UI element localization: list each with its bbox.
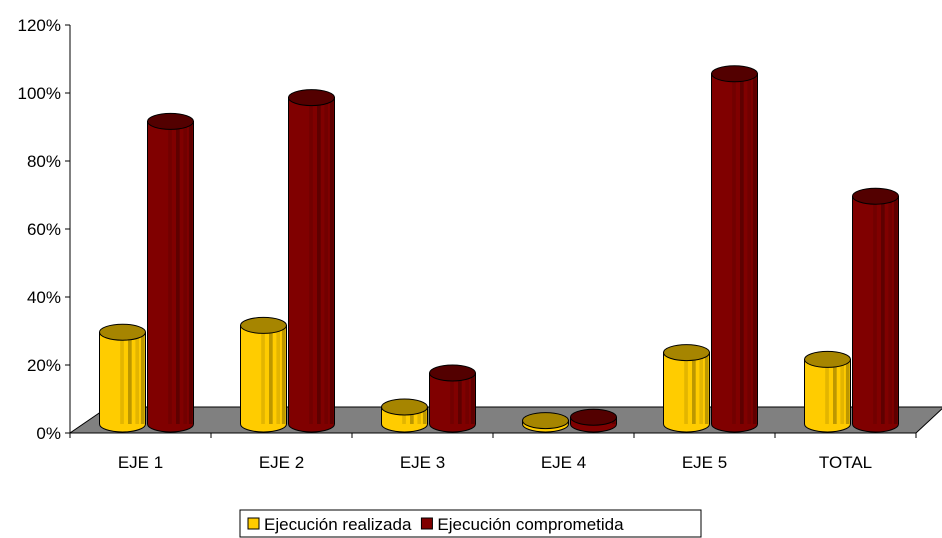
y-tick-label: 80% xyxy=(27,152,61,171)
bar-0-3-top xyxy=(522,412,569,430)
x-tick-label: EJE 4 xyxy=(541,453,586,472)
y-tick-label: 0% xyxy=(36,424,61,443)
bar-0-5-shade xyxy=(845,359,850,424)
bar-0-4-shade xyxy=(704,352,709,424)
y-tick-label: 60% xyxy=(27,220,61,239)
bar-1-1-shade xyxy=(309,97,313,424)
x-tick-label: EJE 2 xyxy=(259,453,304,472)
bar-0-1-shade xyxy=(261,325,265,424)
bar-1-2-shade xyxy=(465,373,470,424)
bar-0-5-shade xyxy=(825,359,829,424)
bar-1-0-top xyxy=(147,112,194,130)
bar-0-4-top xyxy=(663,344,710,362)
bar-0-4-shade xyxy=(684,352,688,424)
bar-1-1 xyxy=(288,89,335,433)
bar-1-4-shade xyxy=(732,73,736,425)
bar-1-0-shade xyxy=(183,121,188,425)
bar-1-5-shade xyxy=(873,196,877,424)
legend-label: Ejecución realizada xyxy=(264,515,412,534)
bar-0-0-shade xyxy=(135,332,140,424)
bar-1-4-shade xyxy=(752,73,757,425)
bar-0-2-shade xyxy=(410,407,414,424)
bar-0-3 xyxy=(522,412,569,433)
bar-0-5-shade xyxy=(840,359,845,424)
legend-box xyxy=(239,509,702,538)
bar-0-0-shade xyxy=(120,332,124,424)
bar-0-2-shade xyxy=(422,407,427,424)
bar-1-5-shade xyxy=(881,196,885,424)
bar-1-0-shade xyxy=(168,121,172,425)
bar-1-4 xyxy=(711,65,758,433)
bar-1-0 xyxy=(147,112,194,433)
bar-0-0-shade xyxy=(128,332,132,424)
bar-1-1-shade xyxy=(317,97,321,424)
legend-swatch xyxy=(420,517,433,530)
bar-0-0-top xyxy=(99,323,146,341)
bar-0-5-top xyxy=(804,350,851,368)
bar-1-5-top xyxy=(852,187,899,205)
chart-axes: 0% 20% 40% 60% 80% 100% 120% EJE 1 EJE 2 EJE 3 EJE… xyxy=(18,16,917,472)
bar-1-5-shade xyxy=(893,196,898,424)
bar-0-2-shade xyxy=(417,407,422,424)
bar-1-2-top xyxy=(429,364,476,382)
bar-0-2-shade xyxy=(402,407,406,424)
bar-1-3 xyxy=(570,408,617,433)
legend-label: Ejecución comprometida xyxy=(437,515,624,534)
x-tick-label: EJE 1 xyxy=(118,453,163,472)
y-tick-label: 20% xyxy=(27,356,61,375)
bar-0-5 xyxy=(804,350,851,433)
bar-1-0-shade xyxy=(176,121,180,425)
bar-1-3-top xyxy=(570,408,617,426)
bar-1-1-shade xyxy=(329,97,334,424)
bar-1-2 xyxy=(429,364,476,433)
bar-1-2-shade xyxy=(470,373,475,424)
bar-0-1 xyxy=(240,316,287,433)
bar-0-1-shade xyxy=(281,325,286,424)
bar-1-4-top xyxy=(711,65,758,83)
bar-0-1-shade xyxy=(269,325,273,424)
chart-bars xyxy=(99,65,899,433)
bar-1-1-top xyxy=(288,89,335,107)
bar-0-4-shade xyxy=(699,352,704,424)
bar-1-4-shade xyxy=(747,73,752,425)
bar-0-1-shade xyxy=(276,325,281,424)
x-tick-label: EJE 3 xyxy=(400,453,445,472)
bar-1-5-shade xyxy=(888,196,893,424)
y-tick-label: 100% xyxy=(18,84,61,103)
bar-0-0 xyxy=(99,323,146,433)
bar-1-2-shade xyxy=(450,373,454,424)
bar-1-0-shade xyxy=(188,121,193,425)
bar-0-2-top xyxy=(381,398,428,416)
y-tick-label: 120% xyxy=(18,16,61,35)
bar-0-4-shade xyxy=(692,352,696,424)
bar-1-4-shade xyxy=(740,73,744,425)
bar-0-1-top xyxy=(240,316,287,334)
bar-1-2-shade xyxy=(458,373,462,424)
legend: Ejecución realizada Ejecución comprometid… xyxy=(239,509,702,538)
bar-1-1-shade xyxy=(324,97,329,424)
bar-0-4 xyxy=(663,344,710,433)
x-tick-label: TOTAL xyxy=(819,453,872,472)
bar-1-5 xyxy=(852,187,899,433)
x-tick-label: EJE 5 xyxy=(682,453,727,472)
bar-0-2 xyxy=(381,398,428,433)
y-tick-label: 40% xyxy=(27,288,61,307)
bar-0-5-shade xyxy=(833,359,837,424)
bar-0-0-shade xyxy=(140,332,145,424)
legend-swatch xyxy=(247,517,260,530)
